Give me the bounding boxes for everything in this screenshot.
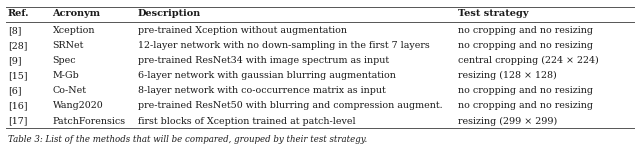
Text: pre-trained ResNet34 with image spectrum as input: pre-trained ResNet34 with image spectrum… <box>138 56 388 65</box>
Text: Co-Net: Co-Net <box>52 86 86 95</box>
Text: pre-trained Xception without augmentation: pre-trained Xception without augmentatio… <box>138 26 347 35</box>
Text: Xception: Xception <box>52 26 95 35</box>
Text: Description: Description <box>138 9 201 18</box>
Text: resizing (299 × 299): resizing (299 × 299) <box>458 117 557 126</box>
Text: SRNet: SRNet <box>52 41 84 50</box>
Text: first blocks of Xception trained at patch-level: first blocks of Xception trained at patc… <box>138 117 355 126</box>
Text: [8]: [8] <box>8 26 21 35</box>
Text: Test strategy: Test strategy <box>458 9 528 18</box>
Text: [6]: [6] <box>8 86 21 95</box>
Text: no cropping and no resizing: no cropping and no resizing <box>458 26 593 35</box>
Text: Ref.: Ref. <box>8 9 29 18</box>
Text: [16]: [16] <box>8 102 28 110</box>
Text: Wang2020: Wang2020 <box>52 102 103 110</box>
Text: M-Gb: M-Gb <box>52 71 79 80</box>
Text: Acronym: Acronym <box>52 9 100 18</box>
Text: Table 3: List of the methods that will be compared, grouped by their test strate: Table 3: List of the methods that will b… <box>8 135 367 144</box>
Text: [9]: [9] <box>8 56 21 65</box>
Text: resizing (128 × 128): resizing (128 × 128) <box>458 71 556 80</box>
Text: no cropping and no resizing: no cropping and no resizing <box>458 102 593 110</box>
Text: [28]: [28] <box>8 41 27 50</box>
Text: Spec: Spec <box>52 56 76 65</box>
Text: no cropping and no resizing: no cropping and no resizing <box>458 86 593 95</box>
Text: pre-trained ResNet50 with blurring and compression augment.: pre-trained ResNet50 with blurring and c… <box>138 102 442 110</box>
Text: PatchForensics: PatchForensics <box>52 117 125 126</box>
Text: [15]: [15] <box>8 71 28 80</box>
Text: 12-layer network with no down-sampling in the first 7 layers: 12-layer network with no down-sampling i… <box>138 41 429 50</box>
Text: 6-layer network with gaussian blurring augmentation: 6-layer network with gaussian blurring a… <box>138 71 396 80</box>
Text: 8-layer network with co-occurrence matrix as input: 8-layer network with co-occurrence matri… <box>138 86 385 95</box>
Text: [17]: [17] <box>8 117 27 126</box>
Text: no cropping and no resizing: no cropping and no resizing <box>458 41 593 50</box>
Text: central cropping (224 × 224): central cropping (224 × 224) <box>458 56 598 65</box>
